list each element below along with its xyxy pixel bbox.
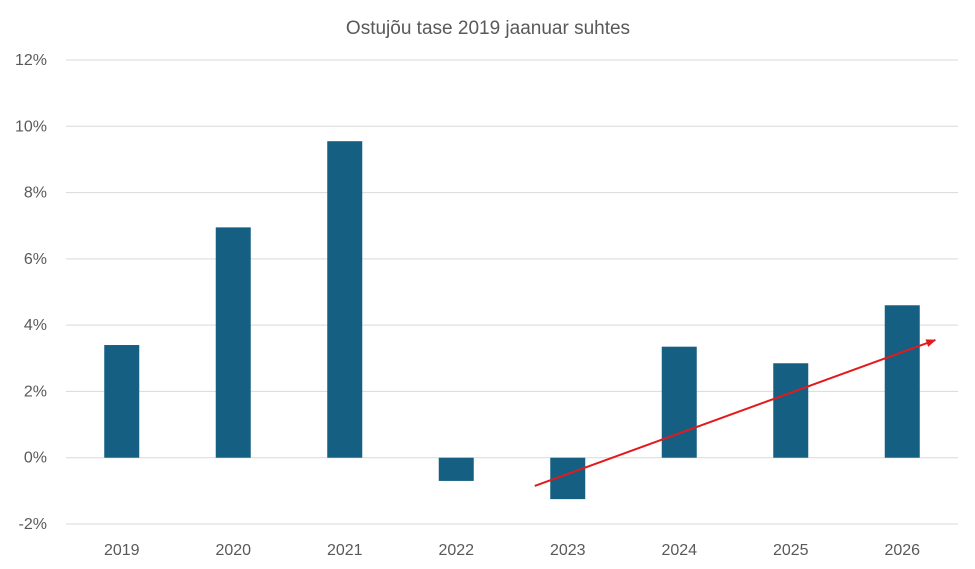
bar-2019 — [104, 345, 140, 458]
bar-2022 — [438, 457, 474, 481]
bar-2026 — [884, 305, 920, 458]
y-tick-label: 2% — [24, 383, 47, 400]
x-tick-label: 2024 — [661, 542, 697, 559]
y-tick-label: 6% — [24, 251, 47, 268]
bar-2021 — [327, 141, 363, 458]
y-tick-label: 0% — [24, 450, 47, 467]
x-tick-label: 2025 — [773, 542, 809, 559]
y-axis-tick-labels: -2% 0% 2% 4% 6% 8% 10% 12% — [15, 52, 47, 533]
chart-title: Ostujõu tase 2019 jaanuar suhtes — [346, 18, 630, 39]
y-tick-label: -2% — [19, 516, 47, 533]
y-tick-label: 10% — [15, 118, 47, 135]
x-tick-label: 2026 — [884, 542, 920, 559]
x-tick-label: 2022 — [438, 542, 474, 559]
trend-arrow — [534, 339, 937, 487]
y-tick-label: 4% — [24, 317, 47, 334]
x-tick-label: 2023 — [550, 542, 586, 559]
bar-2024 — [661, 346, 697, 458]
x-tick-label: 2020 — [215, 542, 251, 559]
y-tick-label: 12% — [15, 52, 47, 69]
y-tick-label: 8% — [24, 185, 47, 202]
bar-2025 — [773, 363, 809, 458]
bars — [104, 141, 920, 500]
bar-2020 — [215, 227, 251, 458]
gridlines — [66, 59, 958, 525]
annotations — [534, 339, 937, 487]
x-tick-label: 2021 — [327, 542, 363, 559]
x-axis-tick-labels: 2019 2020 2021 2022 2023 2024 2025 2026 — [104, 542, 920, 559]
x-tick-label: 2019 — [104, 542, 140, 559]
